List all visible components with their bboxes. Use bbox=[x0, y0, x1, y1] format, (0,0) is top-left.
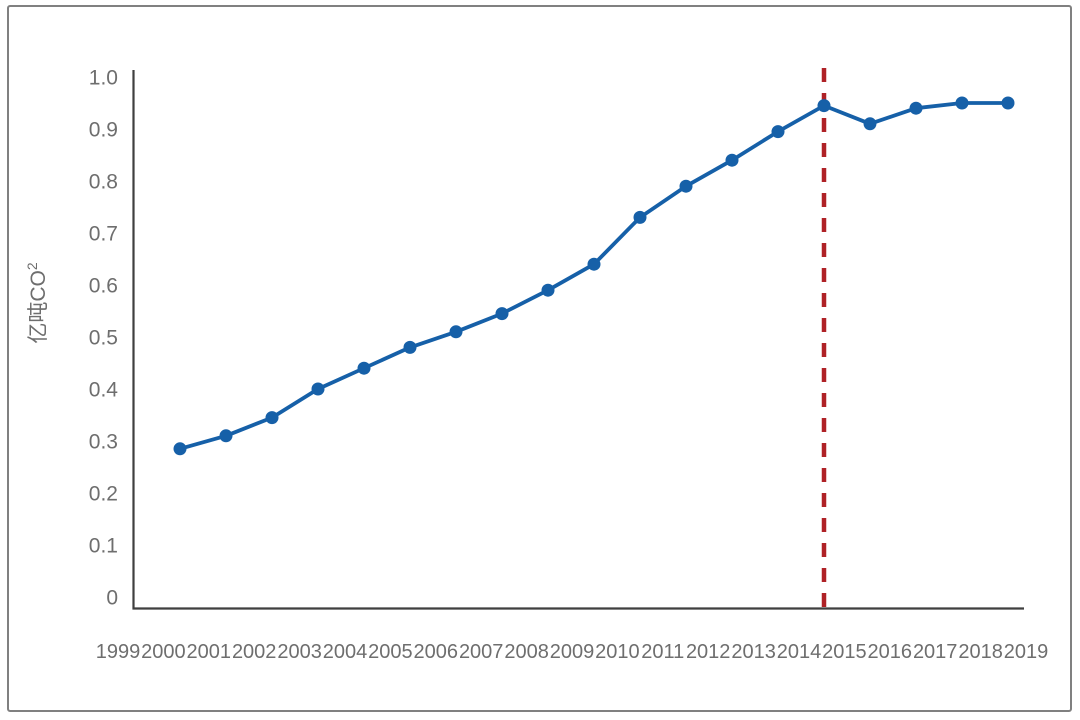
data-point bbox=[955, 96, 969, 110]
data-point bbox=[449, 325, 463, 339]
x-tick-label: 2009 bbox=[550, 641, 595, 663]
figure-border bbox=[7, 5, 1072, 712]
y-tick-label: 0.2 bbox=[89, 483, 118, 506]
y-tick-label: 0.3 bbox=[89, 431, 118, 454]
x-tick-label: 2007 bbox=[459, 641, 504, 663]
data-point bbox=[679, 179, 693, 193]
data-point bbox=[863, 117, 877, 131]
x-tick-label: 2017 bbox=[913, 641, 958, 663]
data-point bbox=[173, 442, 187, 456]
x-tick-label: 2013 bbox=[731, 641, 776, 663]
data-point bbox=[1001, 96, 1015, 110]
data-point bbox=[265, 411, 279, 425]
y-tick-label: 1.0 bbox=[89, 67, 118, 90]
data-point bbox=[311, 382, 325, 396]
y-tick-label: 0.6 bbox=[89, 275, 118, 298]
data-point bbox=[219, 429, 233, 443]
x-tick-label: 2018 bbox=[958, 641, 1003, 663]
data-point bbox=[633, 210, 647, 224]
x-tick-label: 2001 bbox=[187, 641, 232, 663]
data-point bbox=[909, 101, 923, 115]
data-point bbox=[725, 153, 739, 167]
x-tick-label: 2014 bbox=[777, 641, 822, 663]
y-tick-label: 0 bbox=[106, 587, 118, 610]
x-tick-label: 2019 bbox=[1004, 641, 1049, 663]
y-axis-title: 亿吨CO2 bbox=[24, 262, 50, 344]
x-tick-label: 2015 bbox=[822, 641, 867, 663]
x-tick-label: 2003 bbox=[277, 641, 322, 663]
x-tick-label: 2016 bbox=[868, 641, 913, 663]
x-tick-label: 1999 bbox=[96, 641, 141, 663]
x-tick-label: 2010 bbox=[595, 641, 640, 663]
x-tick-label: 2012 bbox=[686, 641, 731, 663]
data-point bbox=[541, 283, 555, 297]
y-tick-label: 0.8 bbox=[89, 171, 118, 194]
data-point bbox=[817, 99, 831, 113]
y-axis-title-base: 亿吨CO bbox=[27, 270, 50, 344]
data-point bbox=[771, 125, 785, 139]
x-tick-label: 2008 bbox=[504, 641, 549, 663]
y-tick-label: 0.9 bbox=[89, 119, 118, 142]
y-tick-label: 0.4 bbox=[89, 379, 119, 402]
x-tick-label: 2011 bbox=[641, 641, 684, 663]
y-tick-label: 0.5 bbox=[89, 327, 118, 350]
data-point bbox=[587, 257, 601, 271]
data-point bbox=[357, 361, 371, 375]
y-tick-label: 0.7 bbox=[89, 223, 118, 246]
x-tick-label: 2005 bbox=[368, 641, 413, 663]
data-point bbox=[403, 340, 417, 354]
data-point bbox=[495, 307, 509, 321]
x-tick-label: 2000 bbox=[141, 641, 186, 663]
y-tick-label: 0.1 bbox=[89, 535, 118, 558]
x-tick-label: 2004 bbox=[323, 641, 368, 663]
x-tick-label: 2006 bbox=[414, 641, 459, 663]
y-axis-title-superscript: 2 bbox=[24, 262, 40, 270]
x-tick-label: 2002 bbox=[232, 641, 277, 663]
